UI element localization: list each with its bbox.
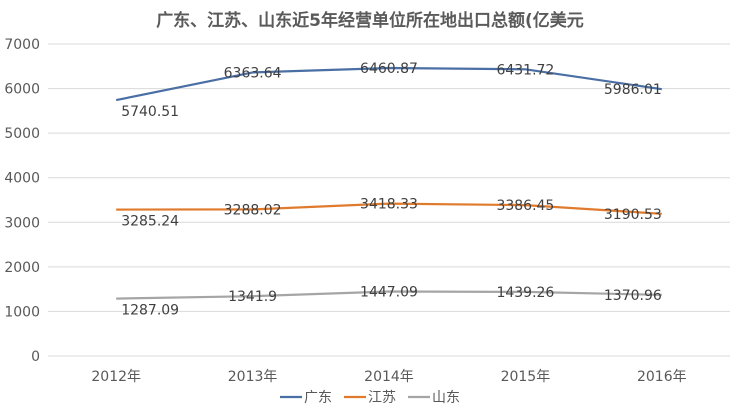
y-tick-label: 3000 — [4, 215, 40, 231]
data-label: 1439.26 — [496, 285, 554, 301]
x-tick-label: 2014年 — [364, 369, 414, 385]
data-label: 3190.53 — [604, 207, 662, 223]
y-tick-label: 4000 — [4, 171, 40, 187]
y-tick-label: 5000 — [4, 126, 40, 142]
data-label: 5740.51 — [121, 104, 179, 120]
legend-label: 广东 — [304, 390, 332, 406]
x-tick-label: 2013年 — [228, 369, 278, 385]
legend-label: 江苏 — [368, 390, 396, 406]
y-tick-label: 7000 — [4, 37, 40, 53]
data-label: 6363.64 — [224, 65, 282, 81]
y-tick-label: 0 — [31, 349, 40, 365]
data-label: 1341.9 — [228, 289, 277, 305]
data-label: 6460.87 — [360, 61, 418, 77]
y-tick-label: 2000 — [4, 260, 40, 276]
data-label: 3386.45 — [496, 198, 554, 214]
data-label: 5986.01 — [604, 82, 662, 98]
data-label: 3418.33 — [360, 197, 418, 213]
x-tick-label: 2015年 — [501, 369, 551, 385]
data-label: 6431.72 — [496, 62, 554, 78]
data-label: 3285.24 — [121, 214, 179, 230]
y-tick-label: 1000 — [4, 304, 40, 320]
legend-label: 山东 — [432, 390, 460, 406]
x-tick-label: 2016年 — [637, 369, 687, 385]
y-tick-label: 6000 — [4, 82, 40, 98]
x-tick-label: 2012年 — [91, 369, 141, 385]
data-label: 1370.96 — [604, 288, 662, 304]
data-label: 1287.09 — [121, 303, 179, 319]
data-label: 3288.02 — [224, 202, 282, 218]
data-label: 1447.09 — [360, 285, 418, 301]
chart-title: 广东、江苏、山东近5年经营单位所在地出口总额(亿美元 — [156, 11, 584, 31]
